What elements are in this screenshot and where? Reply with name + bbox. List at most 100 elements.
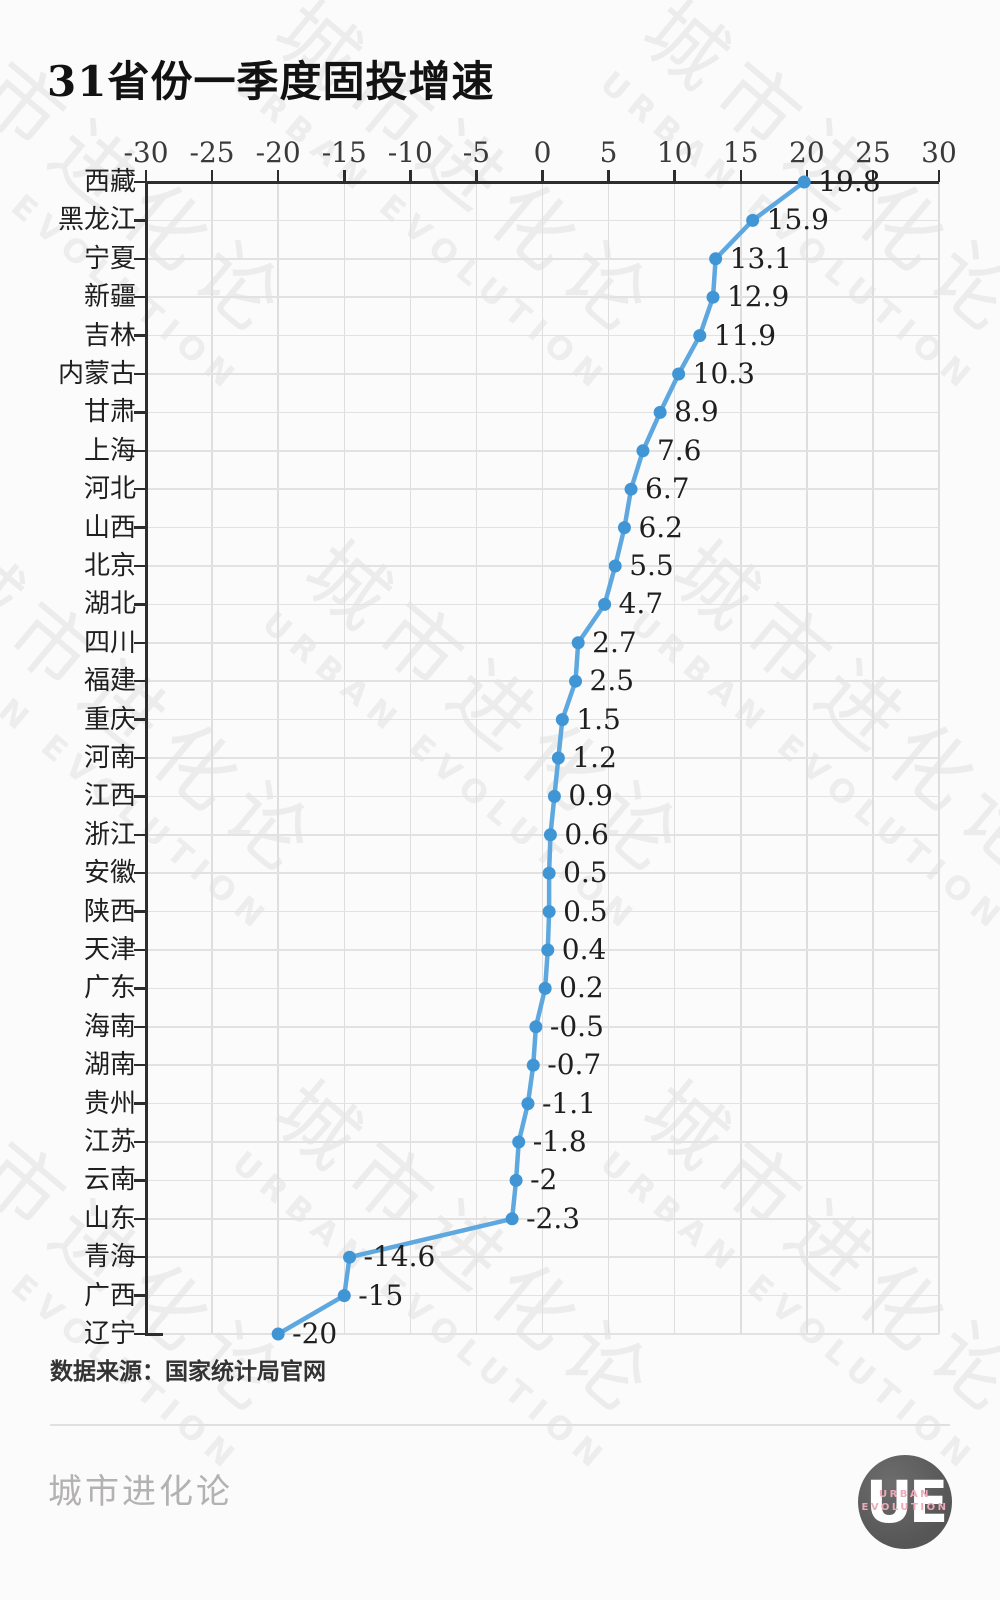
horizontal-gridline	[146, 565, 939, 567]
x-tick-label: 30	[921, 136, 957, 169]
x-axis-tick	[607, 170, 610, 182]
horizontal-gridline	[146, 1256, 939, 1258]
category-label: 湖北	[83, 589, 136, 620]
value-label: 11.9	[713, 318, 777, 352]
value-label: 19.8	[818, 165, 881, 198]
category-label: 贵州	[83, 1088, 136, 1119]
footer-divider	[50, 1424, 950, 1426]
data-point	[555, 713, 569, 727]
value-label: 0.6	[564, 817, 609, 851]
y-axis-tick	[134, 795, 146, 798]
logo-word-urban: URBAN	[878, 1489, 932, 1500]
x-tick-label: -5	[462, 136, 491, 169]
category-label: 西藏	[83, 167, 136, 197]
data-point	[653, 405, 667, 419]
y-axis-tick	[134, 1179, 146, 1182]
y-axis-tick	[134, 603, 146, 606]
value-label: 0.5	[563, 894, 608, 928]
category-label: 新疆	[83, 282, 136, 313]
value-label: 10.3	[692, 357, 755, 390]
category-label: 安徽	[83, 858, 136, 889]
category-label: 江苏	[83, 1127, 136, 1157]
horizontal-gridline	[146, 1102, 939, 1105]
value-label: -20	[292, 1317, 338, 1350]
value-label: 7.6	[656, 433, 702, 467]
horizontal-gridline	[146, 411, 939, 414]
data-point	[543, 828, 557, 842]
y-axis-tick	[134, 1294, 146, 1297]
category-label: 湖南	[83, 1050, 136, 1081]
horizontal-gridline	[146, 910, 939, 913]
x-tick-label: 20	[789, 136, 825, 169]
horizontal-gridline	[146, 834, 939, 836]
horizontal-gridline	[146, 258, 939, 260]
data-point	[505, 1212, 519, 1226]
data-point	[709, 252, 723, 266]
value-label: 13.1	[729, 241, 792, 275]
x-tick-label: 10	[656, 136, 693, 169]
horizontal-gridline	[146, 296, 939, 298]
value-label: -0.7	[547, 1048, 602, 1082]
horizontal-gridline	[146, 642, 939, 644]
category-label: 上海	[83, 435, 136, 466]
x-tick-label: -20	[255, 136, 301, 169]
value-label: -1.1	[541, 1086, 596, 1120]
category-label: 福建	[83, 666, 136, 697]
value-label: 6.2	[638, 510, 683, 544]
data-source-note: 数据来源：国家统计局官网	[50, 1359, 326, 1385]
value-label: 1.2	[572, 741, 617, 774]
data-point	[598, 597, 612, 611]
data-point	[624, 482, 638, 496]
value-label: 0.4	[561, 933, 607, 966]
data-point	[512, 1135, 526, 1149]
y-axis-tick	[134, 987, 146, 990]
category-label: 青海	[83, 1242, 136, 1273]
horizontal-gridline	[146, 1141, 939, 1143]
category-label: 广西	[83, 1280, 136, 1311]
horizontal-gridline	[146, 450, 939, 452]
y-axis-tick	[134, 257, 146, 261]
y-axis-tick	[134, 1332, 146, 1336]
data-point	[672, 367, 686, 381]
x-axis-tick	[739, 170, 742, 182]
category-label: 云南	[83, 1165, 136, 1196]
y-axis-line	[144, 182, 148, 1334]
horizontal-gridline	[146, 488, 939, 490]
value-label: -14.6	[363, 1240, 436, 1274]
value-label: 2.5	[589, 664, 635, 698]
category-label: 山西	[83, 512, 136, 543]
value-label: -1.8	[532, 1125, 587, 1158]
value-label: -0.5	[549, 1009, 604, 1043]
category-label: 宁夏	[83, 243, 136, 274]
horizontal-gridline	[146, 1179, 939, 1182]
value-label: 2.7	[592, 625, 637, 659]
data-point	[746, 213, 760, 227]
value-label: 6.7	[645, 472, 690, 506]
urban-evolution-logo: UE URBAN EVOLUTION	[858, 1455, 952, 1549]
value-label: 0.2	[559, 971, 604, 1005]
logo-word-evolution: EVOLUTION	[861, 1502, 949, 1513]
horizontal-gridline	[146, 1333, 939, 1335]
value-label: 1.5	[576, 702, 621, 736]
value-label: 5.5	[629, 549, 674, 582]
value-label: 0.9	[568, 779, 613, 813]
category-label: 江西	[83, 781, 136, 812]
value-label: 12.9	[726, 280, 790, 314]
value-label: -15	[358, 1278, 404, 1312]
y-axis-tick	[134, 564, 146, 568]
category-label: 天津	[83, 935, 136, 965]
data-point	[521, 1097, 535, 1111]
y-axis-tick	[134, 449, 146, 453]
category-label: 河北	[83, 474, 136, 505]
x-axis-tick	[409, 170, 412, 182]
category-label: 河南	[83, 743, 136, 773]
data-point	[547, 789, 561, 803]
category-label: 吉林	[83, 320, 136, 351]
horizontal-gridline	[146, 872, 939, 874]
y-axis-tick	[134, 180, 146, 184]
horizontal-gridline	[146, 219, 939, 222]
data-point	[608, 559, 622, 573]
horizontal-gridline	[146, 718, 939, 721]
